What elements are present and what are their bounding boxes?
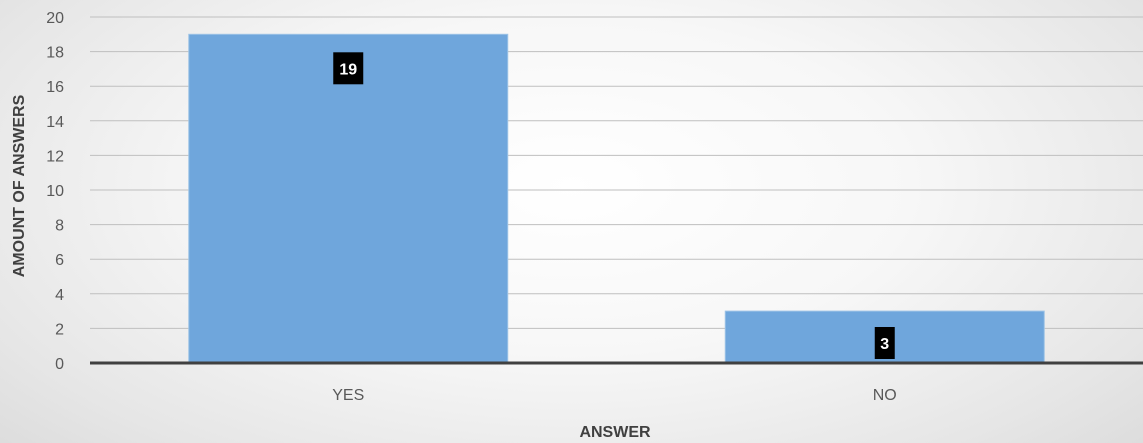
data-label-box — [333, 52, 364, 85]
y-tick-label: 12 — [46, 148, 64, 165]
x-axis-title: ANSWER — [579, 424, 651, 441]
y-tick-label: 2 — [55, 321, 64, 338]
x-tick-label: YES — [332, 387, 364, 404]
data-labels: 19 3 — [333, 52, 895, 359]
bar-yes — [188, 33, 509, 364]
y-tick-label: 4 — [55, 287, 64, 304]
y-tick-label: 18 — [46, 45, 64, 62]
data-label-text: 3 — [880, 336, 889, 353]
data-label-no: 3 — [874, 327, 895, 359]
bars — [188, 33, 1045, 364]
x-tick-label: NO — [873, 387, 897, 404]
data-label-yes: 19 — [333, 52, 364, 85]
x-axis-category-labels: YES NO — [332, 387, 897, 404]
data-label-box — [874, 327, 895, 359]
data-label-text: 19 — [339, 61, 357, 78]
y-tick-label: 0 — [55, 356, 64, 373]
y-tick-label: 10 — [46, 183, 64, 200]
y-tick-label: 14 — [46, 114, 64, 131]
y-axis-title: AMOUNT OF ANSWERS — [11, 94, 28, 277]
y-tick-label: 20 — [46, 10, 64, 27]
y-tick-label: 8 — [55, 218, 64, 235]
y-axis-ticks: 0 2 4 6 8 10 12 14 16 18 20 — [46, 10, 64, 373]
y-tick-label: 16 — [46, 79, 64, 96]
y-tick-label: 6 — [55, 252, 64, 269]
